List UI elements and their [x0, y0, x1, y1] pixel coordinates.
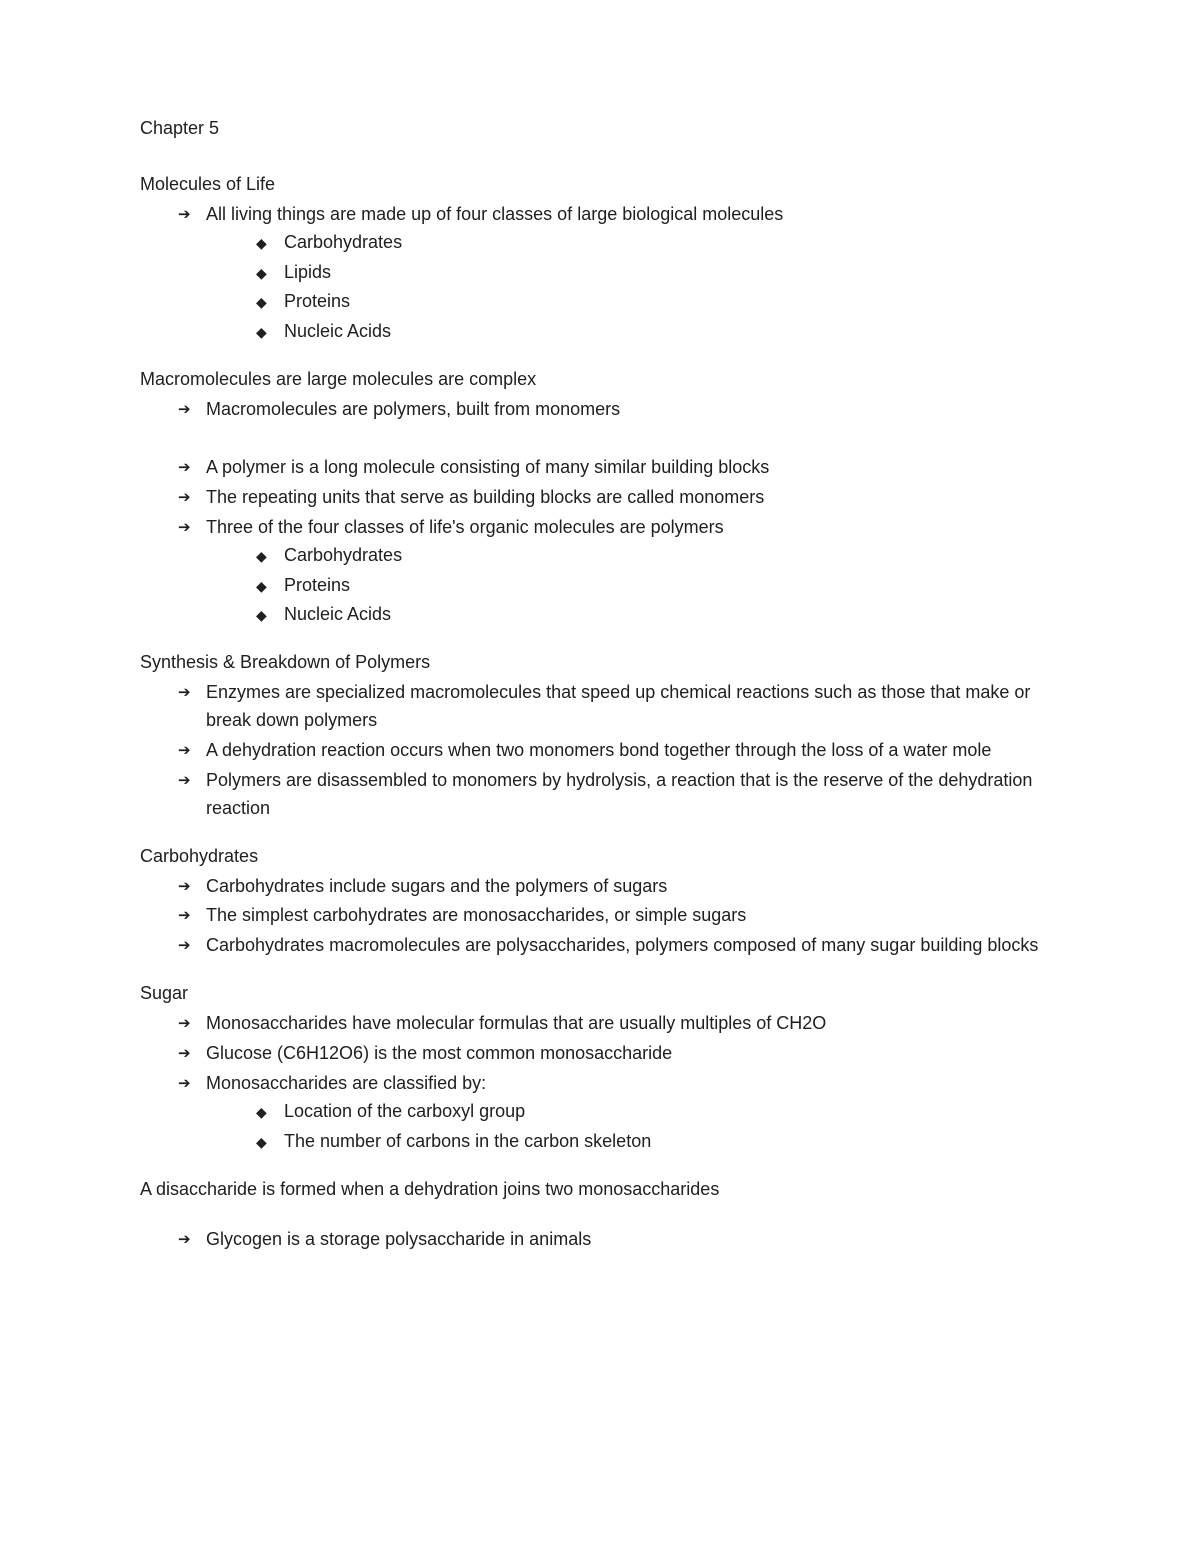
sub-item: Nucleic Acids: [256, 318, 1060, 346]
list-item: Glycogen is a storage polysaccharide in …: [178, 1226, 1060, 1254]
section-synthesis: Synthesis & Breakdown of Polymers Enzyme…: [140, 649, 1060, 822]
section-heading: Molecules of Life: [140, 171, 1060, 199]
list-item: A polymer is a long molecule consisting …: [178, 454, 1060, 482]
list-item: Glucose (C6H12O6) is the most common mon…: [178, 1040, 1060, 1068]
section-heading: Sugar: [140, 980, 1060, 1008]
spacer: [140, 1206, 1060, 1226]
list-item: Polymers are disassembled to monomers by…: [178, 767, 1060, 823]
sub-item: Carbohydrates: [256, 229, 1060, 257]
section-heading: A disaccharide is formed when a dehydrat…: [140, 1176, 1060, 1204]
arrow-list: Macromolecules are polymers, built from …: [178, 396, 1060, 424]
list-item: The repeating units that serve as buildi…: [178, 484, 1060, 512]
list-item: A dehydration reaction occurs when two m…: [178, 737, 1060, 765]
diamond-list: Location of the carboxyl group The numbe…: [256, 1098, 1060, 1156]
list-item: Three of the four classes of life's orga…: [178, 514, 1060, 630]
sub-item: Location of the carboxyl group: [256, 1098, 1060, 1126]
section-carbohydrates: Carbohydrates Carbohydrates include suga…: [140, 843, 1060, 961]
sub-item: Nucleic Acids: [256, 601, 1060, 629]
section-heading: Synthesis & Breakdown of Polymers: [140, 649, 1060, 677]
section-macromolecules: Macromolecules are large molecules are c…: [140, 366, 1060, 629]
list-item-text: Monosaccharides are classified by:: [206, 1073, 486, 1093]
section-heading: Carbohydrates: [140, 843, 1060, 871]
sub-item: The number of carbons in the carbon skel…: [256, 1128, 1060, 1156]
spacer: [140, 426, 1060, 454]
list-item: All living things are made up of four cl…: [178, 201, 1060, 346]
chapter-title: Chapter 5: [140, 115, 1060, 143]
document-page: Chapter 5 Molecules of Life All living t…: [0, 0, 1200, 1553]
arrow-list: All living things are made up of four cl…: [178, 201, 1060, 346]
list-item: Monosaccharides have molecular formulas …: [178, 1010, 1060, 1038]
section-molecules-of-life: Molecules of Life All living things are …: [140, 171, 1060, 346]
list-item: Macromolecules are polymers, built from …: [178, 396, 1060, 424]
section-disaccharide: A disaccharide is formed when a dehydrat…: [140, 1176, 1060, 1254]
list-item: Monosaccharides are classified by: Locat…: [178, 1070, 1060, 1156]
sub-item: Carbohydrates: [256, 542, 1060, 570]
arrow-list: Enzymes are specialized macromolecules t…: [178, 679, 1060, 822]
diamond-list: Carbohydrates Proteins Nucleic Acids: [256, 542, 1060, 630]
list-item: Enzymes are specialized macromolecules t…: [178, 679, 1060, 735]
arrow-list: Monosaccharides have molecular formulas …: [178, 1010, 1060, 1155]
sub-item: Lipids: [256, 259, 1060, 287]
diamond-list: Carbohydrates Lipids Proteins Nucleic Ac…: [256, 229, 1060, 347]
sub-item: Proteins: [256, 572, 1060, 600]
list-item: Carbohydrates include sugars and the pol…: [178, 873, 1060, 901]
arrow-list: Glycogen is a storage polysaccharide in …: [178, 1226, 1060, 1254]
list-item-text: All living things are made up of four cl…: [206, 204, 783, 224]
arrow-list: A polymer is a long molecule consisting …: [178, 454, 1060, 629]
section-heading: Macromolecules are large molecules are c…: [140, 366, 1060, 394]
list-item: The simplest carbohydrates are monosacch…: [178, 902, 1060, 930]
sub-item: Proteins: [256, 288, 1060, 316]
arrow-list: Carbohydrates include sugars and the pol…: [178, 873, 1060, 961]
list-item-text: Three of the four classes of life's orga…: [206, 517, 724, 537]
list-item: Carbohydrates macromolecules are polysac…: [178, 932, 1060, 960]
section-sugar: Sugar Monosaccharides have molecular for…: [140, 980, 1060, 1155]
